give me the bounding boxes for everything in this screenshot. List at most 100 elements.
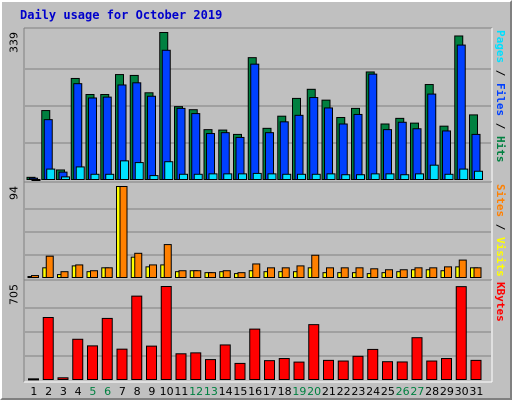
x-tick-label: 23 — [351, 385, 365, 398]
bar-pages — [459, 168, 469, 181]
bar-pages — [267, 173, 277, 181]
bar-kbytes — [323, 359, 334, 381]
bar-kbytes — [101, 317, 113, 380]
bar-kbytes — [293, 361, 305, 380]
bar-sites — [45, 255, 54, 279]
x-tick-label: 4 — [75, 385, 82, 398]
x-tick-label: 25 — [381, 385, 395, 398]
bar-sites — [296, 265, 305, 278]
x-tick-label: 1 — [30, 385, 37, 398]
bar-kbytes — [57, 377, 69, 380]
x-tick-label: 27 — [410, 385, 424, 398]
x-tick-label: 30 — [455, 385, 469, 398]
bar-pages — [356, 174, 365, 180]
bar-pages — [341, 174, 351, 180]
x-tick-label: 2 — [45, 385, 52, 398]
bar-sites — [399, 269, 408, 278]
bar-pages — [61, 176, 70, 180]
bar-sites — [340, 267, 349, 279]
x-tick-label: 15 — [233, 385, 247, 398]
bar-pages — [208, 173, 218, 181]
bar-pages — [90, 173, 100, 181]
bar-sites — [222, 270, 231, 279]
bar-pages — [120, 160, 129, 181]
x-tick-label: 12 — [189, 385, 203, 398]
bar-sites — [149, 264, 157, 278]
bar-kbytes — [337, 360, 349, 381]
bar-files — [265, 132, 274, 180]
x-tick-label: 28 — [425, 385, 439, 398]
legend-pages: Pages — [495, 30, 508, 63]
bar-pages — [193, 173, 203, 181]
bar-sites — [134, 252, 143, 278]
bar-sites — [31, 275, 39, 279]
x-tick-label: 18 — [278, 385, 292, 398]
bar-files — [456, 44, 466, 180]
bar-files — [442, 130, 451, 180]
x-tick-label: 13 — [204, 385, 218, 398]
bar-files — [368, 73, 378, 180]
bar-sites — [237, 272, 246, 279]
bar-kbytes — [131, 295, 143, 381]
bar-pages — [134, 162, 144, 181]
bar-files — [147, 95, 156, 180]
bar-sites — [252, 263, 261, 278]
legend-hits: Hits — [495, 136, 508, 163]
bar-kbytes — [278, 358, 290, 381]
bar-kbytes — [367, 348, 379, 380]
bar-kbytes — [87, 345, 98, 380]
bar-pages — [252, 172, 262, 180]
x-tick-label: 29 — [440, 385, 454, 398]
bar-files — [220, 132, 230, 180]
bar-sites — [193, 270, 202, 279]
bar-pages — [105, 173, 115, 181]
bar-pages — [385, 173, 395, 181]
bar-kbytes — [396, 361, 408, 381]
bar-sites — [163, 244, 172, 279]
bar-sites — [370, 268, 379, 278]
bar-kbytes — [205, 359, 216, 380]
bar-sites — [444, 266, 452, 279]
bar-kbytes — [470, 359, 482, 381]
x-tick-label: 21 — [322, 385, 336, 398]
bar-files — [353, 113, 363, 180]
bar-sites — [119, 186, 128, 278]
bar-sites — [458, 259, 467, 278]
bar-kbytes — [455, 286, 467, 381]
bar-files — [338, 123, 348, 180]
bar-sites — [429, 267, 438, 279]
bar-files — [412, 128, 422, 180]
bar-sites — [414, 267, 423, 279]
bar-files — [191, 113, 201, 180]
bar-kbytes — [382, 361, 393, 381]
bar-pages — [429, 164, 439, 180]
bar-kbytes — [72, 338, 84, 381]
bar-pages — [179, 173, 188, 181]
legend-sites-visits: Sites / Visits — [495, 184, 508, 277]
bar-kbytes — [426, 360, 438, 381]
y-max-label-kbytes: 705 — [8, 284, 21, 305]
bar-kbytes — [234, 362, 246, 380]
bar-kbytes — [264, 360, 275, 380]
bar-files — [88, 97, 97, 180]
x-tick-label: 7 — [119, 385, 126, 398]
chart-title: Daily usage for October 2019 — [20, 8, 223, 22]
bar-pages — [149, 175, 159, 181]
bar-sites — [90, 270, 98, 279]
x-tick-label: 20 — [307, 385, 321, 398]
bar-sites — [311, 254, 320, 278]
bar-kbytes — [42, 317, 54, 380]
legend-visits: Visits — [495, 237, 508, 277]
bar-sites — [473, 267, 482, 279]
bar-kbytes — [308, 324, 320, 381]
bar-sites — [281, 267, 290, 279]
x-tick-label: 14 — [219, 385, 233, 398]
bar-files — [294, 114, 304, 180]
x-tick-label: 26 — [396, 385, 410, 398]
x-tick-label: 17 — [263, 385, 277, 398]
bar-pages — [223, 173, 233, 181]
bar-pages — [400, 174, 410, 180]
bar-kbytes — [219, 344, 231, 380]
bar-files — [309, 97, 319, 180]
